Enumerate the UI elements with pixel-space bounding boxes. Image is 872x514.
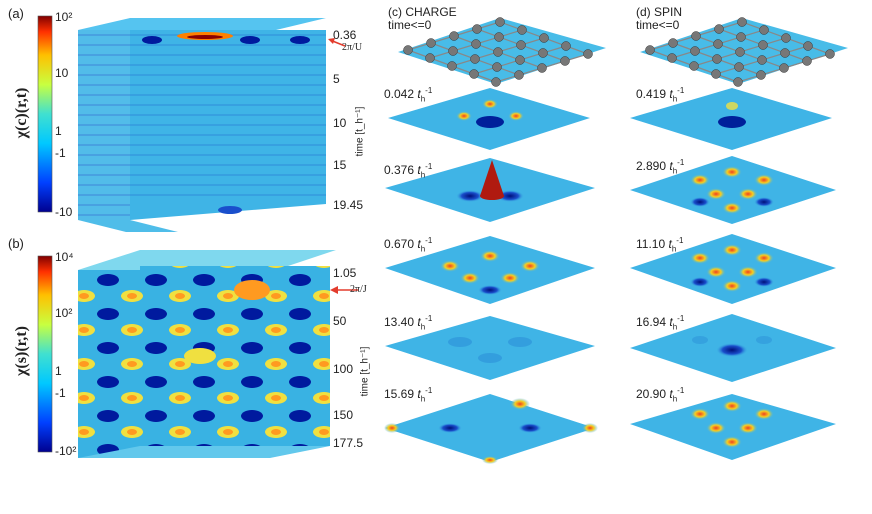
time-label-c: 15.69 th-1 (384, 386, 433, 404)
cbar-b-tick: -1 (55, 386, 66, 400)
time-a-tick: 0.36 (333, 28, 357, 42)
surface-c-2 (385, 158, 595, 222)
ylabel-b: χ(s)(r,t) (13, 326, 30, 376)
time-axis-b: time [t_h⁻¹] (359, 346, 371, 397)
cbar-a-tick: 10 (55, 66, 69, 80)
surface-d-1 (630, 88, 832, 150)
cbar-b-tick: -10² (55, 444, 77, 458)
panel-d-subtitle: time<=0 (636, 18, 680, 32)
time-label-d: 16.94 th-1 (636, 314, 685, 332)
cbar-a-tick: 1 (55, 124, 62, 138)
surface-d-3 (630, 234, 836, 304)
marker-a: 2π/U (342, 42, 363, 53)
time-a-tick: 5 (333, 72, 340, 86)
time-b-tick: 1.05 (333, 266, 357, 280)
time-label-c: 0.376 th-1 (384, 162, 433, 180)
cbar-b-tick: 10² (55, 306, 73, 320)
cbar-a-tick: -1 (55, 146, 66, 160)
surface-c-1 (388, 88, 590, 150)
colorbar-a (37, 15, 53, 213)
lattice-c (398, 17, 606, 87)
panel-d-label: (d) SPIN (636, 5, 683, 19)
surface-d-4 (630, 314, 836, 382)
colorbar-b (37, 255, 53, 453)
panel-a-label: (a) (8, 6, 24, 21)
time-label-c: 13.40 th-1 (384, 314, 433, 332)
time-a-tick: 10 (333, 116, 347, 130)
cube-b (78, 250, 336, 458)
time-label-d: 0.419 th-1 (636, 86, 685, 104)
lattice-d (640, 17, 848, 87)
cbar-a-tick: 10² (55, 10, 73, 24)
cbar-a-tick: -10 (55, 205, 73, 219)
marker-b: 2π/J (350, 284, 367, 295)
panel-c-subtitle: time<=0 (388, 18, 432, 32)
time-b-tick: 100 (333, 362, 354, 376)
cbar-b-tick: 10⁴ (55, 250, 74, 264)
time-b-tick: 150 (333, 408, 354, 422)
cube-a (78, 18, 326, 232)
time-label-d: 11.10 th-1 (636, 236, 684, 254)
ylabel-a: χ(c)(r,t) (13, 87, 30, 139)
surface-d-2 (630, 156, 836, 224)
panel-b-label: (b) (8, 236, 24, 251)
surface-c-4 (385, 316, 595, 380)
surface-c-3 (385, 236, 595, 304)
surface-d-5 (630, 394, 836, 460)
time-b-tick: 177.5 (333, 436, 364, 450)
time-label-d: 20.90 th-1 (636, 386, 685, 404)
time-label-c: 0.670 th-1 (384, 236, 433, 254)
surface-c-5 (384, 394, 598, 464)
time-b-tick: 50 (333, 314, 347, 328)
time-label-c: 0.042 th-1 (384, 86, 433, 104)
time-a-tick: 15 (333, 158, 347, 172)
time-axis-a: time [t_h⁻¹] (354, 106, 366, 157)
time-a-tick: 19.45 (333, 198, 364, 212)
panel-c-label: (c) CHARGE (388, 5, 457, 19)
time-label-d: 2.890 th-1 (636, 158, 685, 176)
cbar-b-tick: 1 (55, 364, 62, 378)
